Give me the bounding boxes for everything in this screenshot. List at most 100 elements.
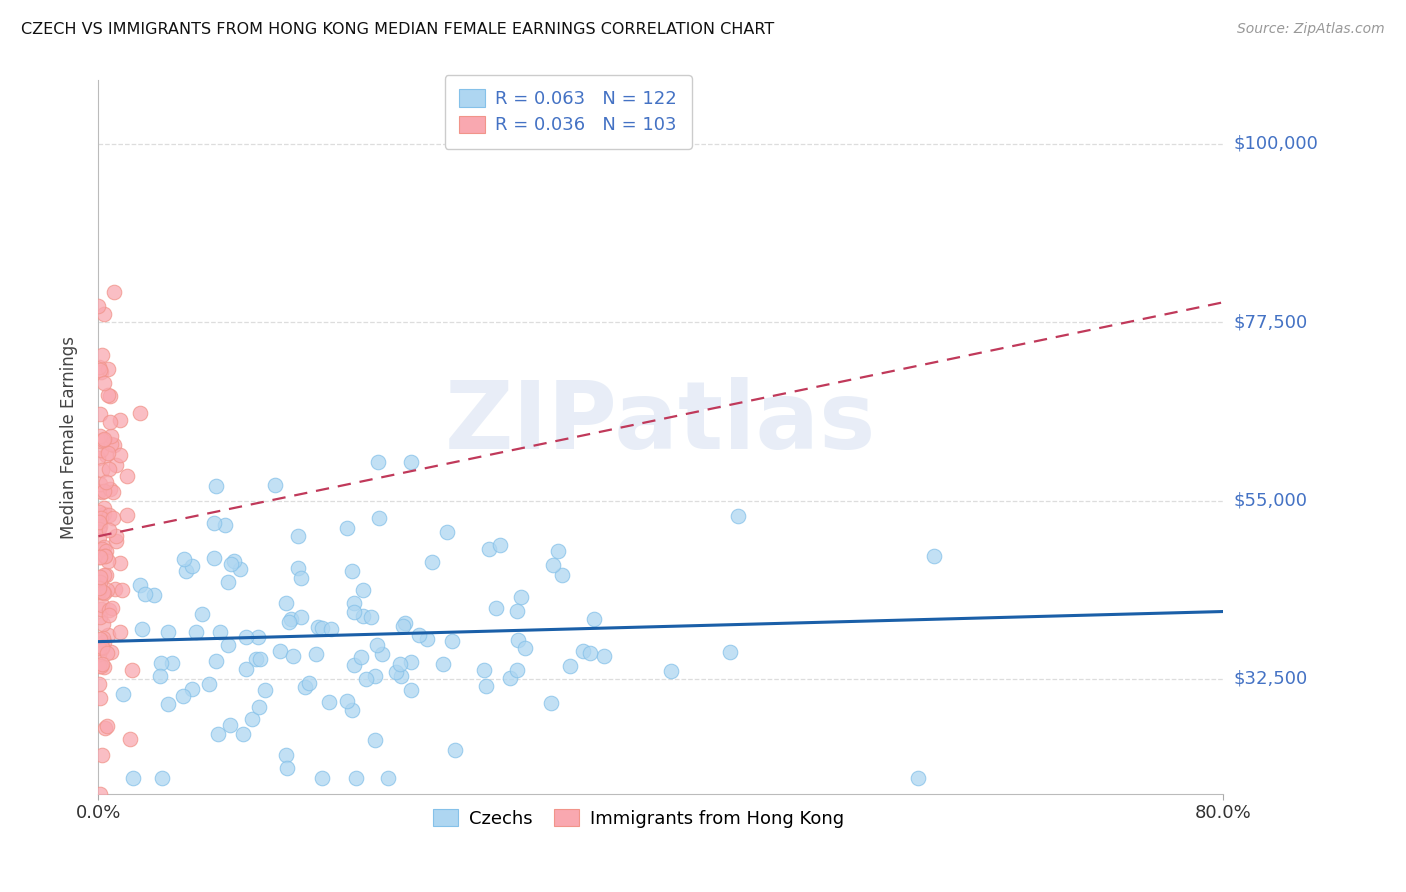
Point [198, 677, 221, 691]
Point [100, 436, 122, 450]
Text: ZIPatlas: ZIPatlas [446, 376, 876, 469]
Point [181, 559, 204, 574]
Point [346, 771, 368, 785]
Point [235, 631, 257, 645]
Point [907, 771, 929, 785]
Point [394, 616, 416, 631]
Point [318, 695, 340, 709]
Point [311, 621, 333, 635]
Point [108, 624, 131, 639]
Point [89, 610, 111, 624]
Point [436, 524, 458, 539]
Point [91, 542, 114, 557]
Point [87, 505, 110, 519]
Point [115, 468, 138, 483]
Point [108, 557, 131, 571]
Point [97, 362, 120, 376]
Point [350, 650, 373, 665]
Text: $55,000: $55,000 [1233, 491, 1308, 509]
Point [550, 567, 572, 582]
Point [101, 511, 124, 525]
Point [90, 747, 112, 762]
Point [89, 632, 111, 647]
Point [87, 483, 110, 498]
Point [91, 462, 114, 476]
Point [506, 633, 529, 648]
Point [541, 558, 564, 572]
Point [173, 552, 195, 566]
Point [156, 697, 179, 711]
Point [91, 598, 114, 612]
Point [87, 522, 110, 536]
Point [392, 618, 415, 632]
Point [506, 604, 529, 618]
Point [205, 478, 228, 492]
Point [93, 585, 115, 599]
Point [87, 299, 110, 313]
Point [364, 669, 387, 683]
Text: $100,000: $100,000 [1233, 135, 1317, 153]
Point [103, 285, 125, 300]
Point [205, 654, 228, 668]
Point [385, 665, 408, 679]
Point [572, 643, 595, 657]
Point [115, 508, 138, 522]
Point [105, 458, 128, 472]
Point [416, 632, 439, 646]
Point [280, 612, 302, 626]
Point [311, 771, 333, 785]
Text: $77,500: $77,500 [1233, 313, 1308, 331]
Point [307, 620, 329, 634]
Point [408, 628, 430, 642]
Point [478, 542, 501, 557]
Point [217, 638, 239, 652]
Point [91, 485, 114, 500]
Point [97, 508, 120, 522]
Point [360, 609, 382, 624]
Point [89, 429, 111, 443]
Point [509, 590, 531, 604]
Point [718, 645, 741, 659]
Point [498, 671, 520, 685]
Point [111, 687, 134, 701]
Point [432, 657, 454, 671]
Point [354, 672, 377, 686]
Point [87, 515, 110, 529]
Point [128, 577, 150, 591]
Legend: Czechs, Immigrants from Hong Kong: Czechs, Immigrants from Hong Kong [425, 802, 852, 835]
Point [474, 679, 496, 693]
Point [89, 570, 111, 584]
Point [340, 703, 363, 717]
Point [488, 538, 510, 552]
Point [98, 461, 121, 475]
Point [98, 482, 121, 496]
Point [97, 388, 120, 402]
Point [108, 448, 131, 462]
Point [90, 511, 112, 525]
Point [89, 530, 111, 544]
Point [336, 694, 359, 708]
Point [202, 551, 225, 566]
Point [87, 585, 110, 599]
Point [91, 657, 114, 671]
Point [371, 647, 394, 661]
Point [100, 429, 122, 443]
Point [100, 601, 122, 615]
Point [399, 455, 422, 469]
Point [367, 455, 389, 469]
Point [287, 561, 309, 575]
Point [93, 585, 115, 599]
Point [281, 649, 304, 664]
Point [294, 680, 316, 694]
Point [142, 588, 165, 602]
Point [190, 607, 212, 622]
Point [103, 438, 125, 452]
Point [269, 644, 291, 658]
Point [366, 638, 388, 652]
Point [443, 743, 465, 757]
Point [222, 554, 245, 568]
Point [93, 501, 115, 516]
Point [219, 718, 242, 732]
Point [184, 624, 207, 639]
Point [98, 388, 121, 402]
